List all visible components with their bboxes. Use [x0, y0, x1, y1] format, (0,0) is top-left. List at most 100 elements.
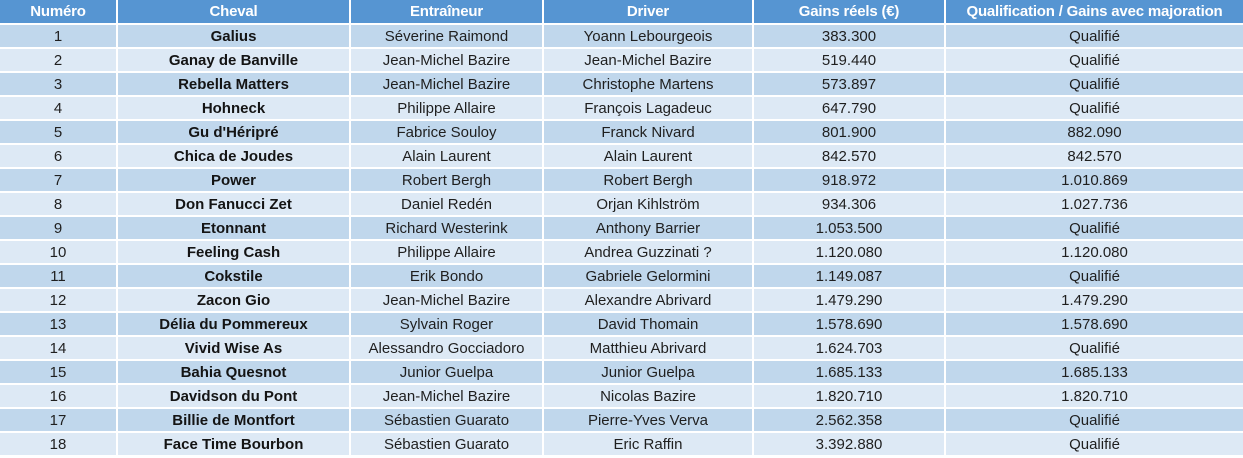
cell-gains-reels[interactable]: 573.897	[752, 71, 946, 97]
cell-qualification[interactable]: 1.578.690	[944, 311, 1243, 337]
cell-cheval[interactable]: Don Fanucci Zet	[116, 191, 351, 217]
cell-driver[interactable]: Alexandre Abrivard	[542, 287, 754, 313]
cell-driver[interactable]: Robert Bergh	[542, 167, 754, 193]
cell-gains-reels[interactable]: 842.570	[752, 143, 946, 169]
cell-qualification[interactable]: 882.090	[944, 119, 1243, 145]
cell-qualification[interactable]: 842.570	[944, 143, 1243, 169]
cell-driver[interactable]: Junior Guelpa	[542, 359, 754, 385]
cell-entraineur[interactable]: Sylvain Roger	[349, 311, 544, 337]
cell-numero[interactable]: 1	[0, 23, 118, 49]
cell-gains-reels[interactable]: 2.562.358	[752, 407, 946, 433]
cell-cheval[interactable]: Power	[116, 167, 351, 193]
cell-entraineur[interactable]: Jean-Michel Bazire	[349, 383, 544, 409]
cell-entraineur[interactable]: Junior Guelpa	[349, 359, 544, 385]
cell-driver[interactable]: Orjan Kihlström	[542, 191, 754, 217]
cell-cheval[interactable]: Rebella Matters	[116, 71, 351, 97]
cell-gains-reels[interactable]: 519.440	[752, 47, 946, 73]
column-header-entraineur[interactable]: Entraîneur	[349, 0, 544, 25]
cell-gains-reels[interactable]: 1.479.290	[752, 287, 946, 313]
cell-qualification[interactable]: Qualifié	[944, 47, 1243, 73]
cell-gains-reels[interactable]: 1.578.690	[752, 311, 946, 337]
cell-cheval[interactable]: Hohneck	[116, 95, 351, 121]
cell-numero[interactable]: 13	[0, 311, 118, 337]
cell-numero[interactable]: 4	[0, 95, 118, 121]
cell-qualification[interactable]: Qualifié	[944, 215, 1243, 241]
cell-entraineur[interactable]: Alain Laurent	[349, 143, 544, 169]
cell-entraineur[interactable]: Robert Bergh	[349, 167, 544, 193]
cell-cheval[interactable]: Gu d'Héripré	[116, 119, 351, 145]
cell-numero[interactable]: 3	[0, 71, 118, 97]
cell-gains-reels[interactable]: 383.300	[752, 23, 946, 49]
cell-qualification[interactable]: 1.010.869	[944, 167, 1243, 193]
cell-numero[interactable]: 15	[0, 359, 118, 385]
column-header-numero[interactable]: Numéro	[0, 0, 118, 25]
cell-cheval[interactable]: Ganay de Banville	[116, 47, 351, 73]
cell-qualification[interactable]: Qualifié	[944, 23, 1243, 49]
cell-numero[interactable]: 8	[0, 191, 118, 217]
cell-qualification[interactable]: 1.479.290	[944, 287, 1243, 313]
cell-numero[interactable]: 6	[0, 143, 118, 169]
cell-cheval[interactable]: Bahia Quesnot	[116, 359, 351, 385]
cell-entraineur[interactable]: Richard Westerink	[349, 215, 544, 241]
cell-numero[interactable]: 9	[0, 215, 118, 241]
cell-qualification[interactable]: Qualifié	[944, 431, 1243, 457]
cell-entraineur[interactable]: Fabrice Souloy	[349, 119, 544, 145]
cell-driver[interactable]: Alain Laurent	[542, 143, 754, 169]
cell-cheval[interactable]: Chica de Joudes	[116, 143, 351, 169]
cell-cheval[interactable]: Cokstile	[116, 263, 351, 289]
cell-numero[interactable]: 12	[0, 287, 118, 313]
cell-qualification[interactable]: Qualifié	[944, 95, 1243, 121]
cell-numero[interactable]: 17	[0, 407, 118, 433]
cell-qualification[interactable]: 1.685.133	[944, 359, 1243, 385]
cell-cheval[interactable]: Etonnant	[116, 215, 351, 241]
column-header-cheval[interactable]: Cheval	[116, 0, 351, 25]
cell-numero[interactable]: 7	[0, 167, 118, 193]
cell-gains-reels[interactable]: 1.120.080	[752, 239, 946, 265]
cell-qualification[interactable]: 1.820.710	[944, 383, 1243, 409]
cell-qualification[interactable]: Qualifié	[944, 407, 1243, 433]
cell-driver[interactable]: Christophe Martens	[542, 71, 754, 97]
cell-driver[interactable]: Jean-Michel Bazire	[542, 47, 754, 73]
cell-driver[interactable]: Gabriele Gelormini	[542, 263, 754, 289]
cell-gains-reels[interactable]: 1.053.500	[752, 215, 946, 241]
cell-entraineur[interactable]: Jean-Michel Bazire	[349, 47, 544, 73]
cell-numero[interactable]: 11	[0, 263, 118, 289]
cell-cheval[interactable]: Vivid Wise As	[116, 335, 351, 361]
cell-cheval[interactable]: Billie de Montfort	[116, 407, 351, 433]
cell-cheval[interactable]: Face Time Bourbon	[116, 431, 351, 457]
cell-cheval[interactable]: Galius	[116, 23, 351, 49]
cell-entraineur[interactable]: Philippe Allaire	[349, 239, 544, 265]
cell-gains-reels[interactable]: 3.392.880	[752, 431, 946, 457]
cell-gains-reels[interactable]: 918.972	[752, 167, 946, 193]
cell-driver[interactable]: David Thomain	[542, 311, 754, 337]
cell-qualification[interactable]: 1.120.080	[944, 239, 1243, 265]
column-header-driver[interactable]: Driver	[542, 0, 754, 25]
column-header-qualification[interactable]: Qualification / Gains avec majoration	[944, 0, 1243, 25]
cell-gains-reels[interactable]: 801.900	[752, 119, 946, 145]
cell-gains-reels[interactable]: 1.820.710	[752, 383, 946, 409]
cell-driver[interactable]: François Lagadeuc	[542, 95, 754, 121]
cell-entraineur[interactable]: Daniel Redén	[349, 191, 544, 217]
cell-driver[interactable]: Matthieu Abrivard	[542, 335, 754, 361]
cell-entraineur[interactable]: Sébastien Guarato	[349, 407, 544, 433]
cell-numero[interactable]: 10	[0, 239, 118, 265]
cell-driver[interactable]: Nicolas Bazire	[542, 383, 754, 409]
cell-cheval[interactable]: Davidson du Pont	[116, 383, 351, 409]
cell-driver[interactable]: Andrea Guzzinati ?	[542, 239, 754, 265]
cell-entraineur[interactable]: Jean-Michel Bazire	[349, 287, 544, 313]
cell-driver[interactable]: Yoann Lebourgeois	[542, 23, 754, 49]
cell-cheval[interactable]: Zacon Gio	[116, 287, 351, 313]
cell-entraineur[interactable]: Philippe Allaire	[349, 95, 544, 121]
cell-entraineur[interactable]: Alessandro Gocciadoro	[349, 335, 544, 361]
cell-entraineur[interactable]: Jean-Michel Bazire	[349, 71, 544, 97]
cell-qualification[interactable]: Qualifié	[944, 71, 1243, 97]
cell-numero[interactable]: 16	[0, 383, 118, 409]
cell-numero[interactable]: 14	[0, 335, 118, 361]
cell-entraineur[interactable]: Séverine Raimond	[349, 23, 544, 49]
cell-numero[interactable]: 5	[0, 119, 118, 145]
cell-qualification[interactable]: 1.027.736	[944, 191, 1243, 217]
cell-qualification[interactable]: Qualifié	[944, 263, 1243, 289]
cell-cheval[interactable]: Délia du Pommereux	[116, 311, 351, 337]
cell-cheval[interactable]: Feeling Cash	[116, 239, 351, 265]
cell-qualification[interactable]: Qualifié	[944, 335, 1243, 361]
